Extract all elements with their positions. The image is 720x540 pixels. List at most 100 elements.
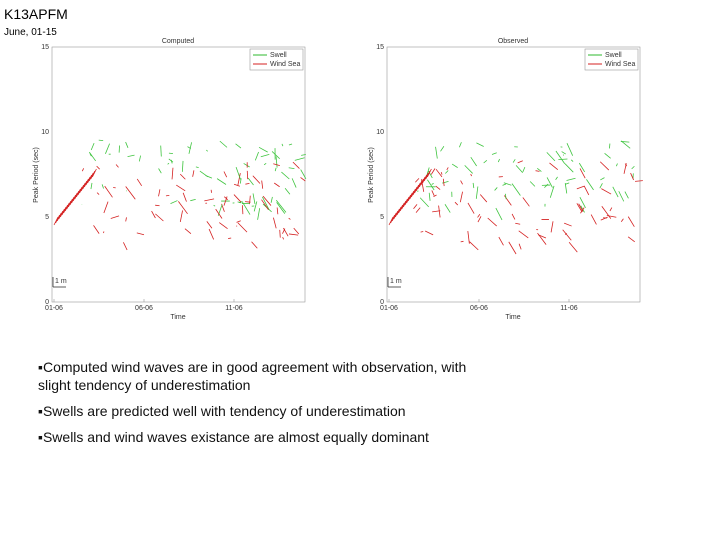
arrow [403, 198, 408, 208]
y-tick-label: 15 [41, 44, 49, 51]
arrow [393, 210, 399, 220]
legend-label: Swell [270, 52, 287, 59]
arrow [576, 185, 585, 190]
arrow [258, 146, 268, 153]
scale-label: 1 m [55, 278, 67, 285]
arrow [631, 165, 635, 170]
arrow [440, 172, 443, 175]
arrow [512, 159, 516, 163]
arrow [233, 194, 242, 203]
legend-box [249, 48, 304, 71]
arrow [564, 182, 570, 185]
arrow [549, 185, 555, 198]
arrow [537, 232, 547, 245]
arrow [253, 201, 258, 212]
x-axis-label: Time [170, 314, 185, 321]
arrow [275, 156, 278, 168]
title: K13APFM [4, 6, 68, 22]
arrow [604, 152, 611, 159]
arrow [518, 243, 522, 250]
plot-frame [386, 46, 641, 303]
arrow [55, 214, 60, 224]
bullet: ▪Swells and wind waves existance are alm… [38, 429, 429, 445]
arrow [477, 216, 482, 223]
arrow [204, 198, 215, 202]
y-tick-label: 10 [376, 129, 384, 136]
arrow [600, 216, 608, 221]
plot-frame [51, 46, 306, 303]
arrow [487, 217, 497, 227]
arrow [406, 194, 411, 204]
x-tick-label: 06-06 [470, 305, 488, 312]
arrow [88, 172, 94, 182]
arrow [72, 192, 78, 202]
arrow [249, 195, 251, 205]
arrow [580, 207, 585, 214]
arrow [85, 176, 91, 186]
arrow [555, 176, 558, 180]
arrow [300, 177, 306, 182]
arrow [69, 196, 75, 206]
bullet: ▪Computed wind waves are in good agreeme… [38, 359, 467, 393]
arrow [262, 195, 272, 206]
arrow [550, 221, 554, 233]
arrow [624, 191, 629, 199]
arrow [495, 207, 503, 221]
arrow [242, 201, 251, 215]
arrow [79, 184, 84, 194]
arrow [199, 170, 209, 178]
arrow [215, 208, 223, 219]
arrow [564, 163, 574, 173]
arrow [271, 151, 280, 160]
arrow [433, 194, 437, 198]
arrow [237, 222, 248, 233]
arrow [235, 143, 242, 149]
y-tick-label: 0 [45, 299, 49, 306]
arrow [276, 202, 286, 214]
arrow [544, 183, 549, 188]
arrow [168, 158, 174, 163]
arrow [123, 242, 128, 251]
arrow [599, 161, 610, 171]
legend-label: Wind Sea [270, 61, 300, 68]
arrow [601, 188, 612, 195]
arrow [105, 143, 110, 154]
arrow [570, 159, 574, 162]
arrow [396, 206, 402, 216]
arrow [179, 173, 186, 180]
arrow [401, 200, 407, 210]
arrow [446, 167, 449, 171]
arrow [435, 185, 441, 190]
arrow [504, 193, 507, 200]
arrow [583, 185, 590, 196]
arrow [442, 178, 445, 187]
arrow [125, 186, 136, 200]
arrow [245, 183, 250, 185]
arrow [431, 183, 434, 185]
bullet: ▪Swells are predicted well with tendency… [38, 403, 406, 419]
arrow [411, 188, 416, 198]
arrow [301, 154, 306, 156]
arrow [288, 167, 295, 169]
arrow [537, 167, 542, 172]
arrow [515, 165, 524, 174]
arrow [300, 169, 307, 179]
arrow [623, 163, 627, 174]
arrow [206, 149, 208, 152]
arrow [566, 143, 574, 156]
arrow [600, 177, 605, 181]
arrow [87, 174, 92, 184]
arrow [171, 167, 174, 180]
arrow [282, 237, 285, 240]
arrow [494, 187, 498, 191]
arrow [178, 201, 188, 215]
arrow [398, 204, 403, 214]
arrow [294, 157, 305, 161]
arrow [90, 182, 93, 190]
arrow [568, 242, 578, 253]
arrow [504, 195, 512, 206]
arrow [125, 217, 127, 222]
arrow [237, 201, 242, 204]
arrow [419, 178, 424, 188]
y-tick-label: 10 [41, 129, 49, 136]
